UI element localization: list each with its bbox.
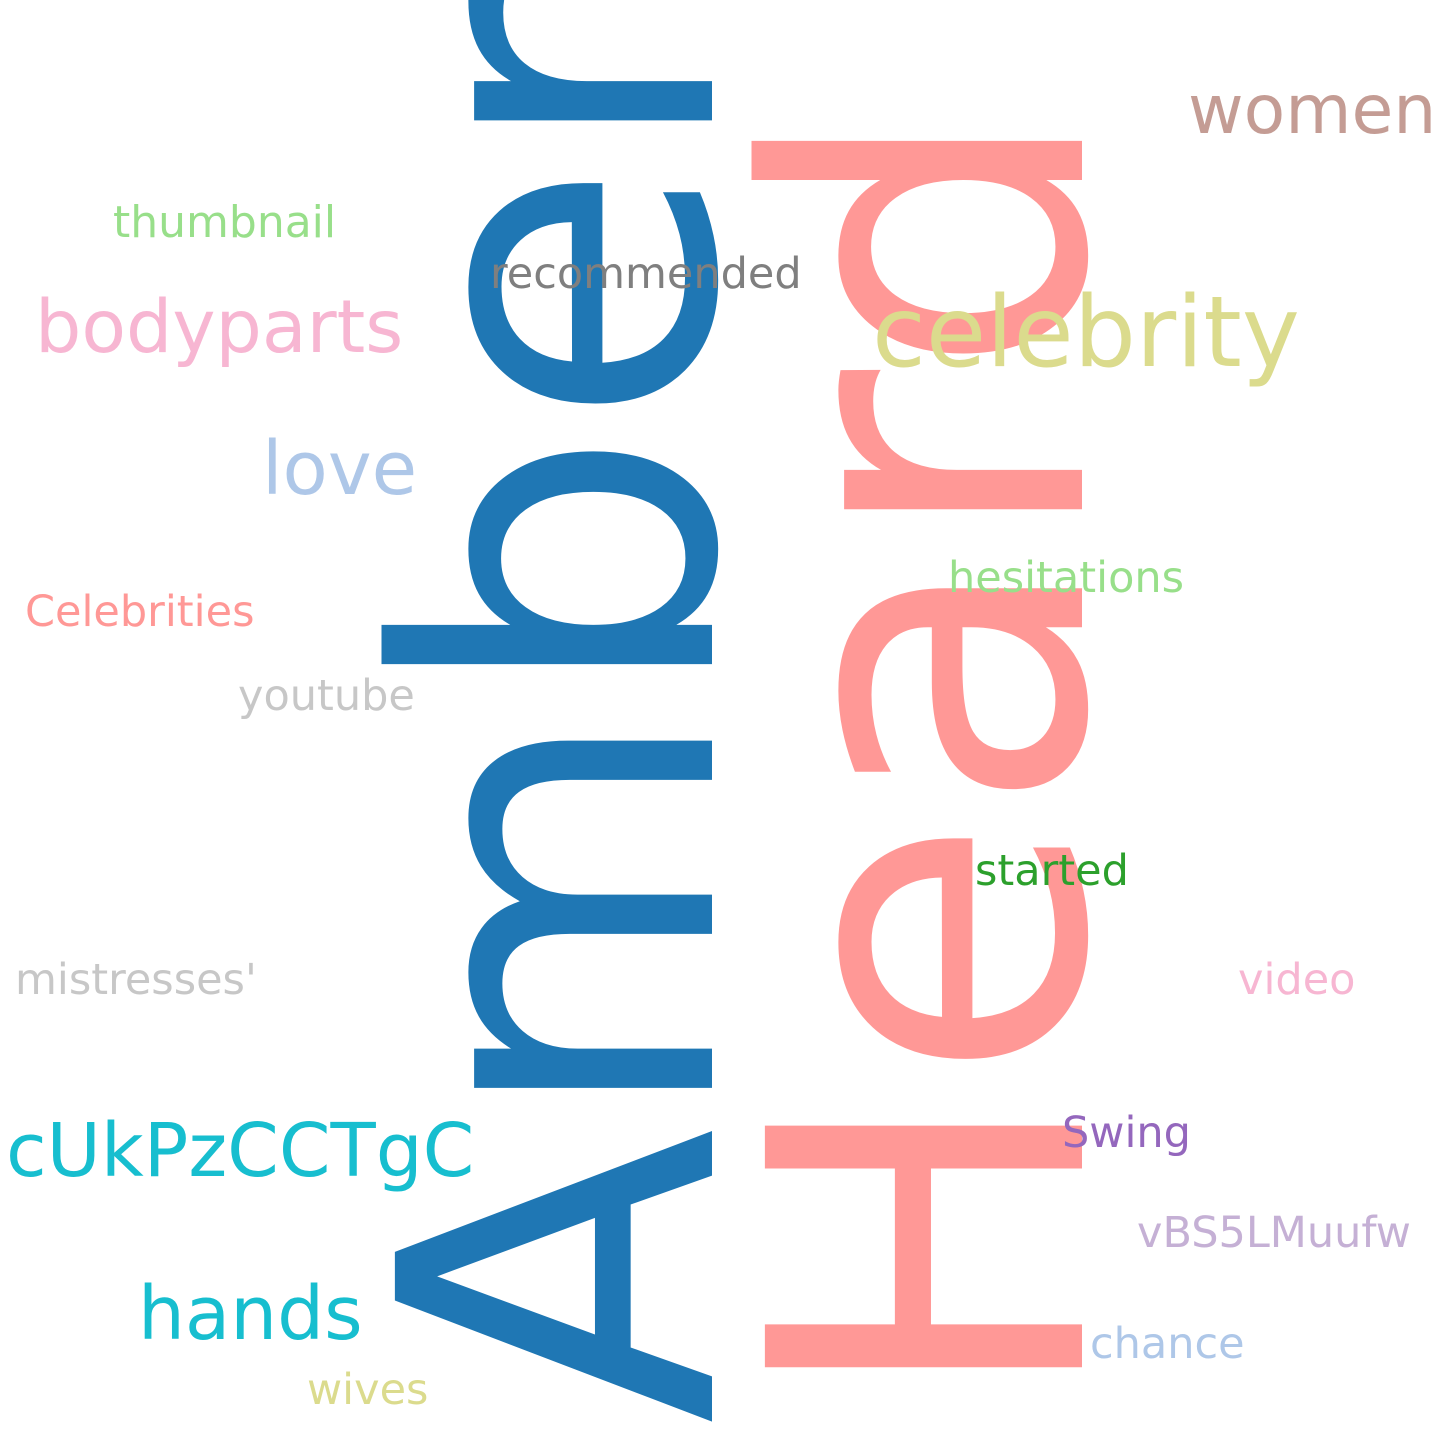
word-chance: chance bbox=[1090, 1319, 1245, 1369]
word-vbs5lmuufw: vBS5LMuufw bbox=[1137, 1208, 1411, 1258]
word-video: video bbox=[1238, 955, 1355, 1005]
word-hesitations: hesitations bbox=[948, 553, 1184, 603]
word-youtube: youtube bbox=[238, 671, 415, 721]
word-celebrities: Celebrities bbox=[25, 587, 254, 637]
word-recommended: recommended bbox=[490, 249, 802, 299]
word-women: women bbox=[1188, 71, 1436, 150]
word-hands: hands bbox=[138, 1271, 363, 1357]
word-heard: Heard bbox=[678, 101, 1185, 1410]
word-love: love bbox=[262, 426, 417, 512]
word-started: started bbox=[975, 846, 1129, 896]
word-swing: Swing bbox=[1062, 1108, 1191, 1158]
word-mistresses: mistresses' bbox=[15, 955, 257, 1005]
word-thumbnail: thumbnail bbox=[113, 197, 336, 248]
word-wives: wives bbox=[307, 1365, 428, 1415]
word-celebrity: celebrity bbox=[872, 276, 1300, 390]
word-bodyparts: bodyparts bbox=[35, 285, 403, 370]
word-amber: Amber bbox=[308, 0, 815, 1425]
word-cukpzcctgc: cUkPzCCTgC bbox=[6, 1108, 474, 1194]
